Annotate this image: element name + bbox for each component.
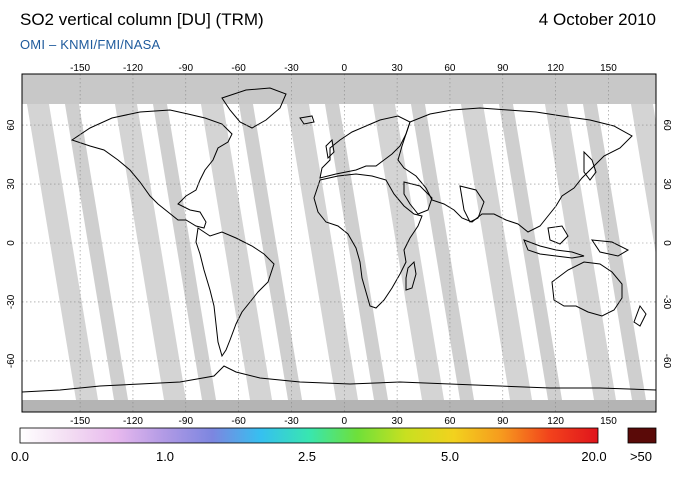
tick-label: -60 xyxy=(231,63,246,74)
tick-label: -120 xyxy=(123,416,143,427)
graticule xyxy=(22,74,656,412)
coast-arabia xyxy=(403,181,433,215)
map-frame xyxy=(21,73,657,413)
tick-label: 60 xyxy=(661,120,672,132)
colorbar-label: >50 xyxy=(629,449,653,464)
tick-label: 60 xyxy=(6,119,17,131)
map-title: SO2 vertical column [DU] (TRM) xyxy=(20,10,264,29)
coastlines xyxy=(22,87,656,393)
coast-new-guinea xyxy=(590,239,630,257)
coast-india xyxy=(459,185,485,223)
map-panel xyxy=(22,74,656,412)
tick-label: -90 xyxy=(179,63,194,74)
tick-label: -30 xyxy=(661,295,672,310)
coast-asia xyxy=(397,107,633,233)
coast-borneo xyxy=(547,225,569,245)
tick-label: 30 xyxy=(6,178,17,190)
tick-label: -30 xyxy=(284,63,299,74)
tick-label: 30 xyxy=(392,416,404,427)
coast-indonesia xyxy=(523,239,585,259)
tick-label: -30 xyxy=(284,416,299,427)
tick-label: -90 xyxy=(179,416,194,427)
tick-label: -150 xyxy=(70,63,90,74)
tick-label: 150 xyxy=(600,63,617,74)
coast-madagascar xyxy=(405,260,417,291)
tick-label: -30 xyxy=(6,294,17,309)
tick-label: 30 xyxy=(661,178,672,190)
coast-south-america xyxy=(195,227,275,358)
tick-label: -120 xyxy=(123,63,143,74)
coast-uk xyxy=(325,138,335,160)
tick-label: 90 xyxy=(497,63,509,74)
coast-north-america xyxy=(70,109,233,229)
tick-label: 150 xyxy=(600,416,617,427)
orbit-swath xyxy=(282,74,360,412)
colorbar-label: 1.0 xyxy=(155,449,175,464)
tick-label: 60 xyxy=(444,416,456,427)
credit-line: OMI – KNMI/FMI/NASA xyxy=(20,37,161,52)
tick-label: 0 xyxy=(6,240,17,246)
coast-iceland xyxy=(299,115,315,125)
tick-label: -150 xyxy=(70,416,90,427)
orbit-swath xyxy=(626,74,656,256)
arctic-no-data xyxy=(22,74,656,104)
orbit-swath xyxy=(22,74,100,412)
coast-new-zealand xyxy=(633,304,647,327)
tick-label: 60 xyxy=(444,63,456,74)
colorbar-gradient xyxy=(19,427,599,444)
tick-label: 0 xyxy=(342,416,348,427)
colorbar-label: 20.0 xyxy=(581,449,607,464)
tick-label: -60 xyxy=(661,354,672,369)
antarctic-no-data xyxy=(22,400,656,412)
tick-label: 30 xyxy=(392,63,404,74)
colorbar-overflow-swatch xyxy=(627,427,657,444)
tick-label: -60 xyxy=(6,353,17,368)
orbit-swath xyxy=(110,74,188,412)
coast-australia xyxy=(551,261,623,317)
coast-africa xyxy=(313,173,423,309)
tick-label: -60 xyxy=(231,416,246,427)
colorbar-label: 0.0 xyxy=(10,449,30,464)
tick-label: 120 xyxy=(547,63,564,74)
colorbar-label: 5.0 xyxy=(440,449,460,464)
tick-label: 0 xyxy=(661,240,672,246)
orbit-swath-dark xyxy=(234,74,304,412)
orbit-swath-dark xyxy=(406,74,476,412)
tick-label: 0 xyxy=(342,63,348,74)
coast-japan xyxy=(583,150,597,181)
coast-antarctica xyxy=(22,365,656,393)
colorbar-label: 2.5 xyxy=(297,449,317,464)
orbit-swath-dark xyxy=(494,74,564,412)
tick-label: 90 xyxy=(497,416,509,427)
colorbar xyxy=(19,427,657,444)
tick-label: 120 xyxy=(547,416,564,427)
map-date: 4 October 2010 xyxy=(538,10,656,29)
coast-greenland xyxy=(221,87,287,129)
axis-ticks: -150 -150 -120 -120 -90 -90 -60 -60 -30 -30 0 0 30 30… xyxy=(6,63,672,427)
